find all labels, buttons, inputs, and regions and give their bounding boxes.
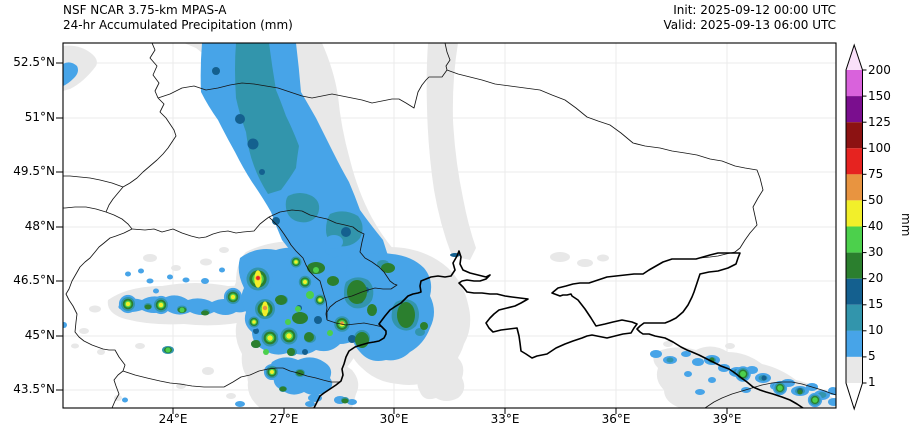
- storm-cell: [296, 273, 314, 291]
- colorbar-under-arrow: [846, 383, 863, 409]
- storm-cell: [263, 363, 281, 381]
- precip-spots-p30: [165, 267, 333, 355]
- colorbar-tick-marks: [862, 69, 867, 384]
- lon-tick-label: 33°E: [490, 412, 520, 426]
- lat-tick-label: 51°N: [24, 110, 55, 124]
- lon-tick-label: 39°E: [712, 412, 742, 426]
- lat-tick-label: 46.5°N: [13, 273, 55, 287]
- lat-tick-label: 43.5°N: [13, 382, 55, 396]
- storm-cell: [312, 292, 328, 308]
- precip-spots-p1: [71, 247, 735, 401]
- colorbar-tick-label: 200: [868, 63, 891, 77]
- lon-tick-label: 27°E: [269, 412, 299, 426]
- title-line2: 24-hr Accumulated Precipitation (mm): [63, 18, 293, 32]
- colorbar-tick-label: 75: [868, 167, 884, 181]
- axis-tick-marks: [56, 62, 728, 414]
- country-borders: [63, 43, 836, 408]
- colorbar-tick-label: 15: [868, 297, 884, 311]
- colorbar-tick-label: 50: [868, 193, 884, 207]
- storm-cell: [277, 324, 301, 348]
- init-valid-info: Init: 2025-09-12 00:00 UTC Valid: 2025-09…: [663, 3, 836, 33]
- plot-frame: [62, 42, 837, 409]
- storm-cell: [118, 294, 138, 314]
- storm-cell: [772, 380, 788, 396]
- storm-cell: [246, 314, 262, 330]
- lon-tick-label: 24°E: [158, 412, 188, 426]
- title-line1: NSF NCAR 3.75-km MPAS-A: [63, 3, 227, 17]
- colorbar-tick-label: 125: [868, 115, 891, 129]
- lon-tick-label: 36°E: [601, 412, 631, 426]
- colorbar-tick-label: 150: [868, 89, 891, 103]
- colorbar-tick-label: 40: [868, 219, 884, 233]
- lat-tick-label: 52.5°N: [13, 55, 55, 69]
- lat-tick-label: 48°N: [24, 219, 55, 233]
- lon-tick-label: 30°E: [379, 412, 409, 426]
- storm-cell: [252, 296, 278, 322]
- storm-cell: [151, 295, 171, 315]
- valid-time: Valid: 2025-09-13 06:00 UTC: [663, 18, 836, 32]
- storm-cell: [288, 254, 304, 270]
- colorbar-tick-label: 1: [868, 375, 876, 389]
- lat-tick-label: 45°N: [24, 328, 55, 342]
- storm-cell: [223, 287, 243, 307]
- precip-light-1to5mm-regions: [63, 43, 836, 408]
- storm-cell: [243, 264, 273, 294]
- storm-cell: [807, 392, 823, 408]
- precip-spots-p20: [144, 262, 819, 404]
- colorbar-unit-label: mm: [899, 213, 913, 237]
- colorbar-tick-label: 5: [868, 349, 876, 363]
- figure-title: NSF NCAR 3.75-km MPAS-A 24-hr Accumulated…: [63, 3, 293, 33]
- colorbar: [845, 43, 867, 411]
- init-time: Init: 2025-09-12 00:00 UTC: [673, 3, 836, 17]
- storm-cell: [258, 326, 282, 350]
- lat-tick-label: 49.5°N: [13, 164, 55, 178]
- precip-spots: [63, 67, 836, 407]
- colorbar-tick-label: 30: [868, 245, 884, 259]
- colorbar-tick-label: 20: [868, 271, 884, 285]
- black-sea-coastline: [313, 250, 804, 408]
- colorbar-tick-label: 10: [868, 323, 884, 337]
- colorbar-over-arrow: [846, 45, 863, 70]
- colorbar-tick-label: 100: [868, 141, 891, 155]
